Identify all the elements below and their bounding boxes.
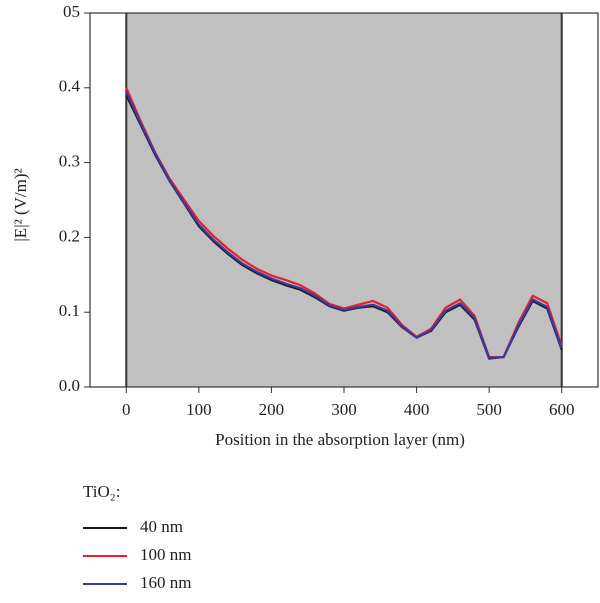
y-tick-label: 05 — [63, 2, 80, 21]
x-tick-label: 500 — [476, 400, 502, 419]
x-tick-label: 100 — [186, 400, 212, 419]
y-tick-label: 0.3 — [59, 152, 80, 171]
y-tick-label: 0.4 — [59, 77, 81, 96]
legend-label: 40 nm — [140, 517, 183, 536]
y-axis-label: |E|² (V/m)² — [11, 168, 30, 241]
x-axis-label: Position in the absorption layer (nm) — [215, 430, 465, 449]
y-tick-label: 0.2 — [59, 226, 80, 245]
x-tick-label: 200 — [259, 400, 285, 419]
shaded-region — [126, 13, 562, 387]
x-tick-label: 0 — [122, 400, 131, 419]
series-line — [125, 91, 563, 359]
x-tick-label: 400 — [404, 400, 430, 419]
x-tick-label: 600 — [549, 400, 575, 419]
y-tick-label: 0.0 — [59, 376, 80, 395]
x-tick-label: 300 — [331, 400, 357, 419]
legend-label: 100 nm — [140, 545, 191, 564]
legend-label: 160 nm — [140, 573, 191, 592]
legend-title: TiO₂: — [83, 482, 120, 501]
y-tick-label: 0.1 — [59, 301, 80, 320]
